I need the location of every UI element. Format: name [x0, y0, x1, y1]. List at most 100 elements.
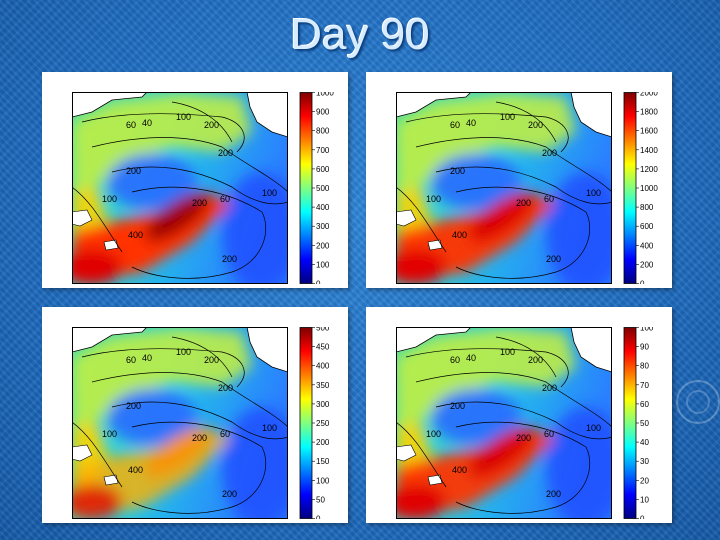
contour-label: 60: [126, 355, 136, 365]
island: [72, 444, 93, 462]
map-plot: 60 40 100 200 200 200 100 60 200 400 100 200: [72, 327, 288, 519]
contour-label: 200: [528, 120, 543, 130]
contour-label: 100: [262, 188, 277, 198]
contour-label: 100: [586, 423, 601, 433]
colorbar-tick-label: 50: [640, 419, 649, 428]
colorbar-tick-label: 700: [316, 146, 330, 155]
contour-label: 100: [426, 429, 441, 439]
colorbar-gradient: [299, 92, 313, 284]
colorbar-tick-label: 300: [316, 400, 330, 409]
colorbar-tick-label: 0: [640, 280, 645, 285]
contour-label: 60: [544, 429, 554, 439]
land-mass: [570, 92, 612, 138]
land-mass: [396, 92, 472, 118]
land-mass: [246, 92, 288, 138]
contour-label: 200: [546, 254, 561, 264]
decorative-ring: [676, 380, 720, 424]
colorbar-tick-label: 70: [640, 381, 649, 390]
colorbar-tick-label: 900: [316, 108, 330, 117]
contour-label: 100: [500, 112, 515, 122]
land-mass: [72, 92, 148, 118]
colorbar-tick-label: 500: [316, 184, 330, 193]
colorbar-tick-label: 800: [316, 127, 330, 136]
contour-label: 60: [220, 194, 230, 204]
colorbar-gradient: [299, 327, 313, 519]
colorbar-tick-label: 30: [640, 457, 649, 466]
colorbar-tick-label: 200: [316, 241, 330, 250]
land-mass: [396, 327, 472, 353]
island: [103, 239, 119, 251]
colorbar-tick-label: 350: [316, 381, 330, 390]
contour-label: 200: [204, 355, 219, 365]
contour-label: 60: [450, 355, 460, 365]
colorbar-tick-label: 90: [640, 343, 649, 352]
contour-label: 60: [126, 120, 136, 130]
colorbar-tick-label: 1000: [316, 92, 334, 98]
contour-label: 200: [516, 433, 531, 443]
colorbar-tick-label: 80: [640, 362, 649, 371]
contour-label: 60: [450, 120, 460, 130]
contour-label: 200: [528, 355, 543, 365]
land-mass: [246, 327, 288, 373]
contour-label: 100: [102, 194, 117, 204]
slide-title: Day 90: [290, 10, 430, 59]
colorbar-tick-label: 1000: [640, 184, 658, 193]
contour-label: 200: [450, 166, 465, 176]
island: [103, 474, 119, 486]
colorbar-tick-label: 100: [640, 327, 654, 333]
colorbar-tick-label: 20: [640, 476, 649, 485]
map-frame: [396, 327, 612, 519]
colorbar-tick-label: 200: [640, 260, 654, 269]
map-plot: 60 40 100 200 200 200 100 60 200 400 100 200: [396, 327, 612, 519]
colorbar-tick-label: 200: [316, 438, 330, 447]
colorbar-tick-label: 400: [316, 203, 330, 212]
colorbar-tick-label: 60: [640, 400, 649, 409]
contour-label: 100: [176, 347, 191, 357]
decorative-ring-inner: [686, 390, 710, 414]
contour-label: 40: [466, 353, 476, 363]
contour-label: 400: [452, 465, 467, 475]
map-frame: [396, 92, 612, 284]
land-mass: [570, 327, 612, 373]
colorbar-gradient: [623, 92, 637, 284]
colorbar-tick-label: 800: [640, 203, 654, 212]
panel-bottom-right: 60 40 100 200 200 200 100 60 200 400 100 200 100 90 8…: [366, 307, 672, 523]
colorbar-tick-label: 0: [640, 515, 645, 520]
colorbar-tick-label: 250: [316, 419, 330, 428]
contour-label: 40: [142, 118, 152, 128]
contour-label: 100: [586, 188, 601, 198]
island: [396, 444, 417, 462]
colorbar-tick-label: 0: [316, 515, 321, 520]
colorbar-tick-label: 1200: [640, 165, 658, 174]
contour-label: 200: [542, 148, 557, 158]
colorbar-tick-label: 2000: [640, 92, 658, 98]
contour-label: 40: [466, 118, 476, 128]
colorbar-tick-label: 600: [316, 165, 330, 174]
colorbar-tick-label: 100: [316, 260, 330, 269]
contour-label: 200: [516, 198, 531, 208]
contour-label: 200: [218, 383, 233, 393]
map-frame: [72, 92, 288, 284]
contour-label: 200: [222, 489, 237, 499]
colorbar-tick-label: 40: [640, 438, 649, 447]
contour-label: 200: [192, 198, 207, 208]
island: [72, 209, 93, 227]
colorbar-tick-label: 150: [316, 457, 330, 466]
contour-label: 60: [220, 429, 230, 439]
colorbar-tick-label: 500: [316, 327, 330, 333]
contour-label: 400: [128, 465, 143, 475]
colorbar-tick-label: 100: [316, 476, 330, 485]
island: [427, 239, 443, 251]
contour-label: 200: [542, 383, 557, 393]
colorbar-tick-label: 600: [640, 222, 654, 231]
colorbar-tick-label: 1400: [640, 146, 658, 155]
map-plot: 60 40 100 200 200 200 100 60 200 400 100 200: [396, 92, 612, 284]
contour-label: 400: [128, 230, 143, 240]
contour-label: 200: [126, 166, 141, 176]
contour-label: 100: [176, 112, 191, 122]
colorbar-tick-label: 0: [316, 280, 321, 285]
contour-label: 200: [222, 254, 237, 264]
